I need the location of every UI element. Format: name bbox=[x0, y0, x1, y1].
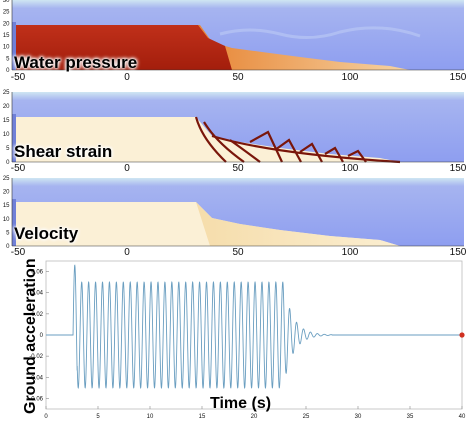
x-tick-label: 25 bbox=[303, 414, 310, 420]
pressure-core bbox=[12, 25, 232, 70]
x-tick-label: -50 bbox=[11, 72, 26, 83]
x-tick-label: 0 bbox=[124, 72, 130, 83]
left-wall bbox=[12, 22, 16, 70]
x-tick-label: 0 bbox=[124, 163, 130, 172]
velocity-front bbox=[196, 202, 400, 246]
y-tick-label: 25 bbox=[3, 90, 10, 96]
y-tick-label: 25 bbox=[3, 176, 10, 182]
y-tick-label: 5 bbox=[6, 230, 10, 236]
x-tick-label: 150 bbox=[450, 247, 467, 258]
panel-label-velocity: Velocity bbox=[14, 224, 79, 243]
ground-acceleration-chart: -0.06 -0.04 -0.02 0 0.02 0.04 0.06 0 5 10 15 20 25 3… bbox=[0, 257, 474, 431]
panel-label-shear-strain: Shear strain bbox=[14, 142, 113, 161]
turbulence bbox=[219, 26, 421, 39]
y-tick-label: 15 bbox=[3, 203, 10, 209]
x-tick-label: 20 bbox=[251, 414, 258, 420]
y-tick-label: 0 bbox=[6, 160, 10, 166]
y-tick-label: 0 bbox=[6, 68, 10, 74]
x-tick-label: 30 bbox=[355, 414, 362, 420]
x-tick-label: 100 bbox=[342, 163, 359, 172]
x-tick-label: 100 bbox=[342, 247, 359, 258]
y-tick-label: 0.02 bbox=[31, 312, 43, 318]
y-tick-label: 25 bbox=[3, 10, 10, 16]
y-tick-label: 20 bbox=[3, 21, 10, 27]
y-tick-label: -0.02 bbox=[29, 354, 43, 360]
panel-label-water-pressure: Water pressure bbox=[14, 53, 138, 72]
x-tick-label: 15 bbox=[199, 414, 206, 420]
x-tick-label: 0 bbox=[124, 247, 130, 258]
x-tick-label: -50 bbox=[11, 247, 26, 258]
y-tick-label: 5 bbox=[6, 146, 10, 152]
y-tick-label: 5 bbox=[6, 56, 10, 62]
y-tick-label: 0.06 bbox=[31, 270, 43, 276]
x-tick-label: 0 bbox=[44, 414, 48, 420]
y-tick-label: 0 bbox=[6, 244, 10, 250]
y-tick-label: 15 bbox=[3, 118, 10, 124]
x-tick-label: 100 bbox=[342, 72, 359, 83]
y-tick-label: -0.04 bbox=[29, 375, 43, 381]
x-tick-label: 150 bbox=[450, 163, 467, 172]
x-tick-label: 50 bbox=[232, 72, 244, 83]
end-marker bbox=[459, 332, 465, 338]
water-pressure-panel: 0 5 10 15 20 25 30 -50 0 50 100 150 Water pressure bbox=[0, 0, 474, 84]
y-tick-label: 10 bbox=[3, 45, 10, 51]
x-tick-label: 150 bbox=[450, 72, 467, 83]
acceleration-plot: -0.06 -0.04 -0.02 0 0.02 0.04 0.06 0 5 10 15 20 25 3… bbox=[0, 257, 474, 431]
y-tick-label: 30 bbox=[3, 0, 10, 4]
x-tick-label: -50 bbox=[11, 163, 26, 172]
x-tick-label: 50 bbox=[232, 163, 244, 172]
velocity-panel: 0 5 10 15 20 25 -50 0 50 100 150 Velocity bbox=[0, 174, 474, 258]
x-tick-label: 5 bbox=[96, 414, 100, 420]
x-tick-label: 50 bbox=[232, 247, 244, 258]
y-tick-label: 15 bbox=[3, 33, 10, 39]
y-tick-label: 0.04 bbox=[31, 291, 43, 297]
y-tick-label: 20 bbox=[3, 104, 10, 110]
y-tick-label: 20 bbox=[3, 190, 10, 196]
y-tick-label: -0.06 bbox=[29, 396, 43, 402]
shear-bands bbox=[194, 116, 401, 164]
shear-strain-panel: 0 5 10 15 20 25 -50 0 50 100 150 Shear strain bbox=[0, 88, 474, 172]
y-tick-label: 10 bbox=[3, 132, 10, 138]
x-tick-label: 35 bbox=[407, 414, 414, 420]
acceleration-series-line bbox=[46, 264, 462, 390]
y-axis-label: Ground acceleration bbox=[22, 258, 39, 414]
x-tick-label: 10 bbox=[147, 414, 154, 420]
y-tick-label: 10 bbox=[3, 217, 10, 223]
x-axis-label: Time (s) bbox=[210, 395, 272, 412]
y-tick-label: 0 bbox=[40, 333, 44, 339]
x-tick-label: 40 bbox=[459, 414, 466, 420]
